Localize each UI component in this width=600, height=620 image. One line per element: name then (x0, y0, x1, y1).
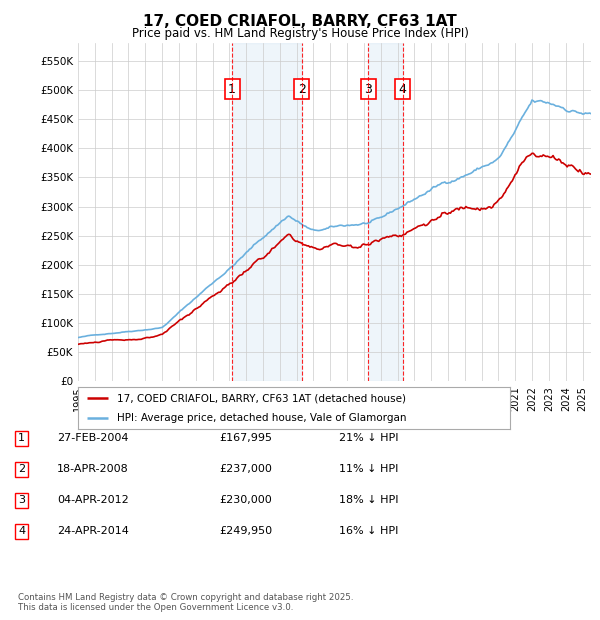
Text: £237,000: £237,000 (219, 464, 272, 474)
Text: 04-APR-2012: 04-APR-2012 (57, 495, 129, 505)
Text: 17, COED CRIAFOL, BARRY, CF63 1AT: 17, COED CRIAFOL, BARRY, CF63 1AT (143, 14, 457, 29)
Text: 11% ↓ HPI: 11% ↓ HPI (339, 464, 398, 474)
Text: 16% ↓ HPI: 16% ↓ HPI (339, 526, 398, 536)
Text: 2: 2 (18, 464, 25, 474)
Text: 3: 3 (364, 82, 372, 95)
Text: £249,950: £249,950 (219, 526, 272, 536)
Text: 3: 3 (18, 495, 25, 505)
Text: 18-APR-2008: 18-APR-2008 (57, 464, 129, 474)
Text: 17, COED CRIAFOL, BARRY, CF63 1AT (detached house): 17, COED CRIAFOL, BARRY, CF63 1AT (detac… (117, 393, 406, 403)
Text: Contains HM Land Registry data © Crown copyright and database right 2025.
This d: Contains HM Land Registry data © Crown c… (18, 593, 353, 612)
Text: 18% ↓ HPI: 18% ↓ HPI (339, 495, 398, 505)
Text: 2: 2 (298, 82, 305, 95)
Text: 24-APR-2014: 24-APR-2014 (57, 526, 129, 536)
Text: Price paid vs. HM Land Registry's House Price Index (HPI): Price paid vs. HM Land Registry's House … (131, 27, 469, 40)
Text: HPI: Average price, detached house, Vale of Glamorgan: HPI: Average price, detached house, Vale… (117, 413, 406, 423)
Text: 1: 1 (18, 433, 25, 443)
Text: 27-FEB-2004: 27-FEB-2004 (57, 433, 128, 443)
Text: £167,995: £167,995 (219, 433, 272, 443)
Bar (368, 43, 403, 381)
Text: 21% ↓ HPI: 21% ↓ HPI (339, 433, 398, 443)
Text: 4: 4 (18, 526, 25, 536)
Text: 1: 1 (228, 82, 236, 95)
Text: £230,000: £230,000 (219, 495, 272, 505)
Bar (232, 43, 302, 381)
Text: 4: 4 (399, 82, 407, 95)
